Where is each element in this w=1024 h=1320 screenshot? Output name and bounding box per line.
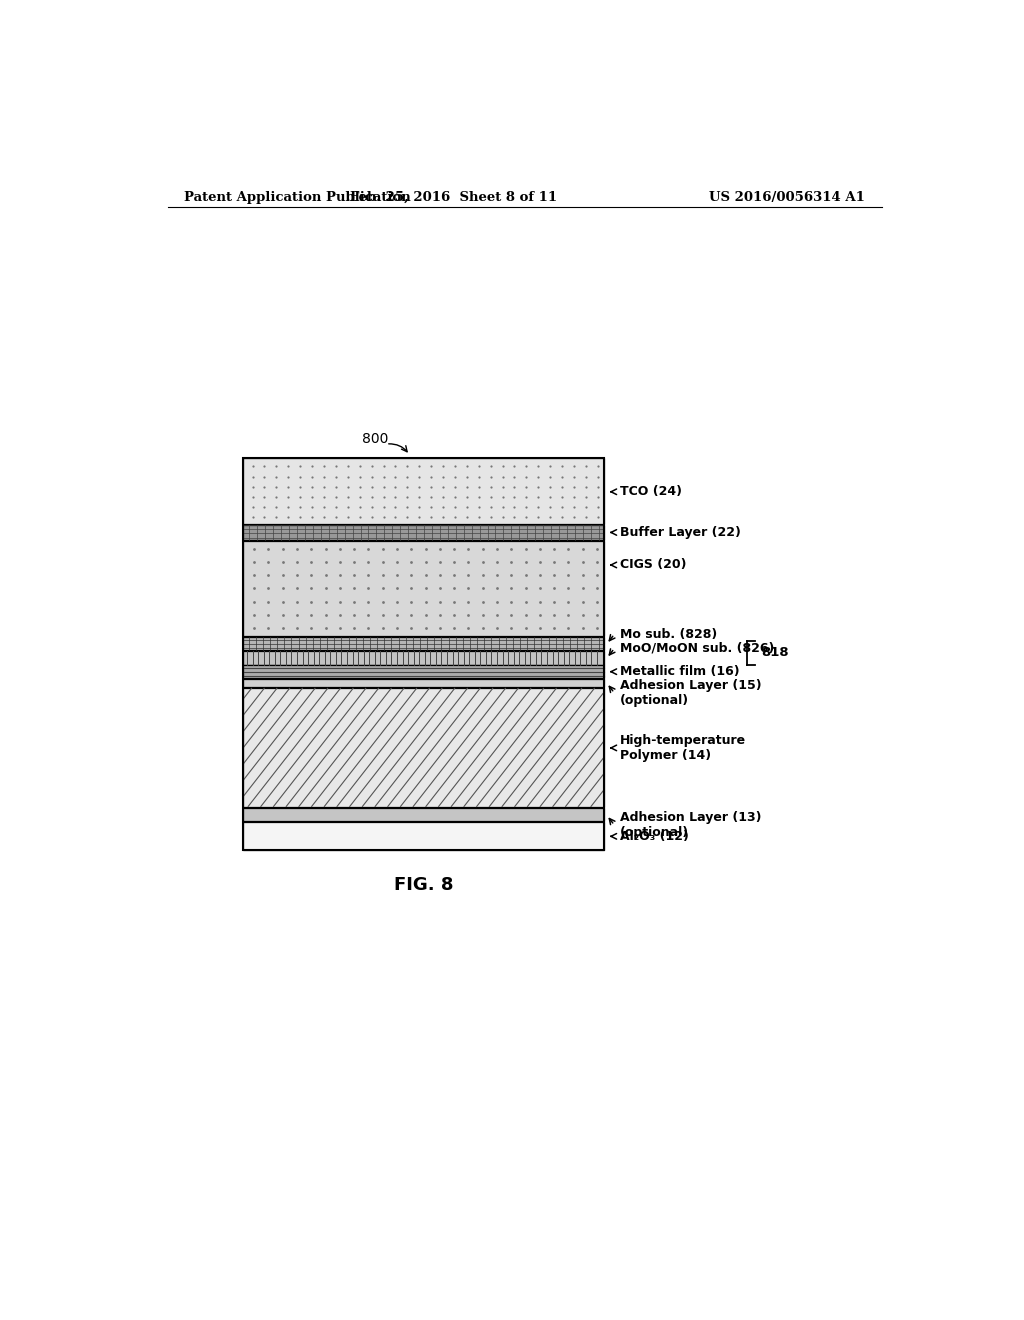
Text: Buffer Layer (22): Buffer Layer (22) (620, 525, 741, 539)
Bar (243, 664, 604, 677)
Bar (243, 458, 604, 850)
Text: Mo sub. (828): Mo sub. (828) (620, 627, 717, 640)
Text: Patent Application Publication: Patent Application Publication (183, 190, 411, 203)
Text: 818: 818 (761, 647, 788, 660)
Bar (243, 688, 604, 807)
Text: MoO/MoON sub. (826): MoO/MoON sub. (826) (620, 642, 774, 655)
Text: Metallic film (16): Metallic film (16) (620, 665, 739, 678)
Text: TCO (24): TCO (24) (620, 486, 682, 498)
Bar (243, 638, 604, 651)
Bar (243, 651, 604, 664)
Text: Adhesion Layer (15)
(optional): Adhesion Layer (15) (optional) (620, 678, 762, 708)
Bar (243, 678, 604, 686)
Bar (243, 808, 604, 821)
Text: CIGS (20): CIGS (20) (620, 558, 686, 572)
Text: FIG. 8: FIG. 8 (394, 876, 454, 894)
Bar (243, 822, 604, 850)
Text: US 2016/0056314 A1: US 2016/0056314 A1 (709, 190, 864, 203)
Bar (243, 541, 604, 636)
Text: 800: 800 (362, 432, 388, 446)
Bar (243, 525, 604, 540)
Bar (243, 458, 604, 524)
Text: Adhesion Layer (13)
(optional): Adhesion Layer (13) (optional) (620, 812, 762, 840)
Text: High-temperature
Polymer (14): High-temperature Polymer (14) (620, 734, 746, 762)
Text: Feb. 25, 2016  Sheet 8 of 11: Feb. 25, 2016 Sheet 8 of 11 (350, 190, 557, 203)
Text: Al₂O₃ (12): Al₂O₃ (12) (620, 830, 689, 843)
